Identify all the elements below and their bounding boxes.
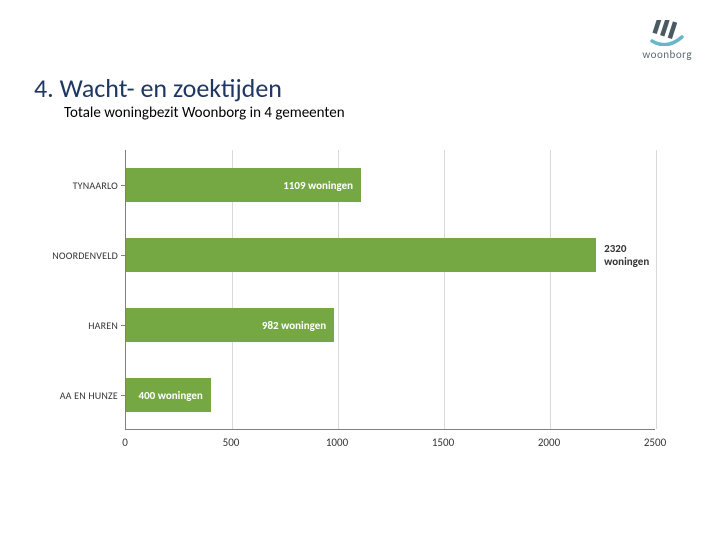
bar-row: 982 woningen bbox=[126, 308, 334, 342]
slide-subtitle: Totale woningbezit Woonborg in 4 gemeent… bbox=[64, 104, 345, 122]
x-axis-tick-label: 500 bbox=[223, 436, 240, 449]
bar-value-label: 400 woningen bbox=[139, 389, 203, 402]
bar-row: 1109 woningen bbox=[126, 168, 361, 202]
y-axis-tick bbox=[121, 325, 125, 326]
logo-mark bbox=[648, 20, 686, 46]
bar-value-label: 1109 woningen bbox=[283, 179, 353, 192]
y-axis-category-label: NOORDENVELD bbox=[18, 249, 118, 262]
y-axis-category-label: HAREN bbox=[18, 319, 118, 332]
logo-text: woonborg bbox=[642, 48, 692, 61]
y-axis-tick bbox=[121, 255, 125, 256]
bar: 1109 woningen bbox=[126, 168, 361, 202]
x-axis-tick-label: 1000 bbox=[326, 436, 348, 449]
bar-value-label: 982 woningen bbox=[262, 319, 326, 332]
gridline bbox=[550, 150, 551, 429]
woonborg-logo: woonborg bbox=[642, 20, 692, 61]
y-axis-tick bbox=[121, 395, 125, 396]
y-axis-category-label: AA EN HUNZE bbox=[18, 389, 118, 402]
x-axis-tick-label: 0 bbox=[122, 436, 128, 449]
y-axis-category-label: TYNAARLO bbox=[18, 179, 118, 192]
chart-plot-area: 1109 woningen2320 woningen982 woningen40… bbox=[125, 150, 655, 430]
housing-bar-chart: 1109 woningen 2320 woningen 982 woningen 40… bbox=[55, 140, 670, 470]
gridline bbox=[656, 150, 657, 429]
x-axis-tick-label: 1500 bbox=[432, 436, 454, 449]
bar-row: 2320 woningen bbox=[126, 238, 671, 272]
gridline bbox=[444, 150, 445, 429]
bar: 982 woningen bbox=[126, 308, 334, 342]
x-axis-tick-label: 2500 bbox=[644, 436, 666, 449]
slide-title: 4. Wacht- en zoektijden bbox=[34, 72, 282, 104]
y-axis-tick bbox=[121, 185, 125, 186]
bar-value-label: 2320 woningen bbox=[604, 242, 671, 268]
x-axis-tick-label: 2000 bbox=[538, 436, 560, 449]
bar-row: 400 woningen bbox=[126, 378, 211, 412]
bar: 400 woningen bbox=[126, 378, 211, 412]
bar bbox=[126, 238, 596, 272]
